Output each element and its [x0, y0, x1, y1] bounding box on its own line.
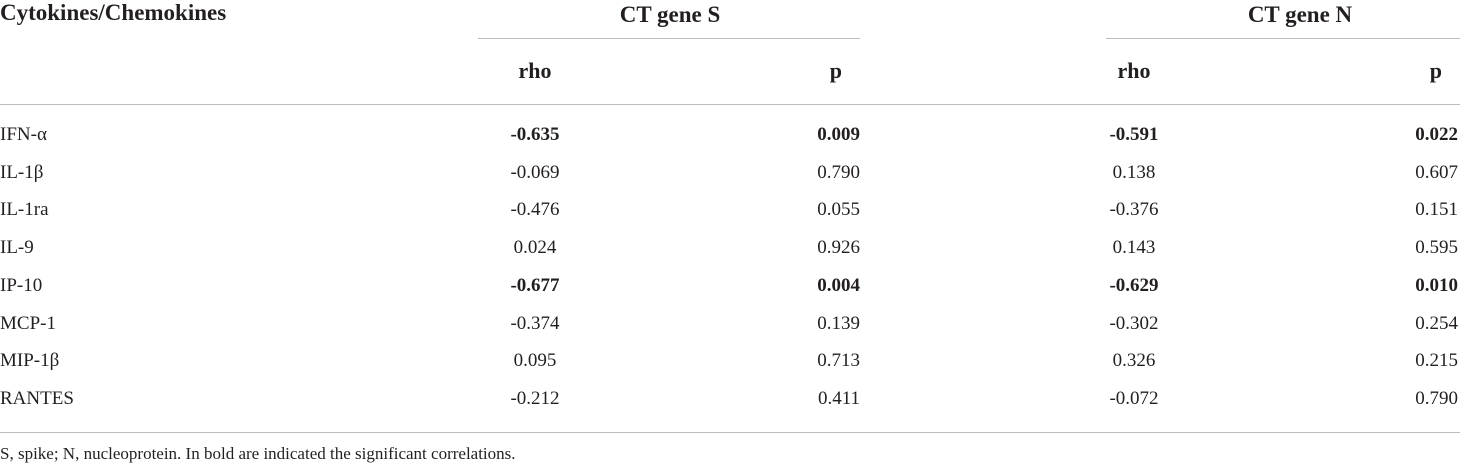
cell-n-rho: 0.143 — [1112, 237, 1156, 258]
cell-s-p: 0.411 — [817, 388, 860, 409]
cell-n-p: 0.790 — [1415, 388, 1458, 409]
cell-n-p: 0.010 — [1415, 275, 1458, 296]
cell-s-rho: -0.677 — [510, 275, 560, 296]
cell-s-rho: -0.635 — [510, 124, 560, 145]
cell-s-p: 0.790 — [817, 162, 860, 183]
row-label: RANTES — [0, 388, 74, 409]
cell-n-p: 0.215 — [1415, 350, 1458, 371]
col-header-s-rho: rho — [518, 58, 552, 83]
group-header-ct-gene-n: CT gene N — [1247, 2, 1353, 27]
group-header-ct-gene-s: CT gene S — [619, 2, 721, 27]
group-rule-s — [478, 38, 860, 39]
cell-n-rho: -0.591 — [1109, 124, 1159, 145]
cell-n-rho: 0.326 — [1112, 350, 1156, 371]
cell-n-rho: -0.072 — [1109, 388, 1159, 409]
cell-s-rho: -0.374 — [510, 313, 560, 334]
cell-n-p: 0.022 — [1415, 124, 1458, 145]
cell-n-p: 0.151 — [1415, 199, 1458, 220]
table-footnote: S, spike; N, nucleoprotein. In bold are … — [0, 444, 516, 463]
cell-s-rho: -0.069 — [510, 162, 560, 183]
row-label: IL-1ra — [0, 199, 49, 220]
col-header-n-p: p — [1429, 58, 1442, 83]
cell-s-p: 0.004 — [817, 275, 860, 296]
cell-s-rho: 0.024 — [513, 237, 557, 258]
cell-n-p: 0.595 — [1415, 237, 1458, 258]
row-header-label: Cytokines/Chemokines — [0, 0, 227, 25]
cell-s-p: 0.009 — [817, 124, 860, 145]
cell-s-rho: -0.476 — [510, 199, 560, 220]
cell-s-p: 0.713 — [817, 350, 860, 371]
cell-n-rho: -0.376 — [1109, 199, 1159, 220]
row-label: IL-1β — [0, 162, 44, 183]
cell-s-p: 0.139 — [817, 313, 860, 334]
cell-n-p: 0.607 — [1415, 162, 1458, 183]
cell-n-rho: -0.629 — [1109, 275, 1159, 296]
header-rule — [0, 104, 1460, 105]
table-bottom-rule — [0, 432, 1460, 433]
row-label: IP-10 — [0, 275, 43, 296]
row-label: IL-9 — [0, 237, 34, 258]
row-label: MIP-1β — [0, 350, 60, 371]
col-header-n-rho: rho — [1117, 58, 1151, 83]
cell-s-p: 0.926 — [817, 237, 860, 258]
col-header-s-p: p — [829, 58, 842, 83]
cell-n-rho: 0.138 — [1112, 162, 1156, 183]
group-rule-n — [1106, 38, 1460, 39]
cell-s-rho: 0.095 — [513, 350, 557, 371]
row-label: IFN-α — [0, 124, 47, 145]
cell-s-p: 0.055 — [817, 199, 860, 220]
cell-n-rho: -0.302 — [1109, 313, 1159, 334]
cell-n-p: 0.254 — [1415, 313, 1458, 334]
row-label: MCP-1 — [0, 313, 56, 334]
cell-s-rho: -0.212 — [510, 388, 560, 409]
